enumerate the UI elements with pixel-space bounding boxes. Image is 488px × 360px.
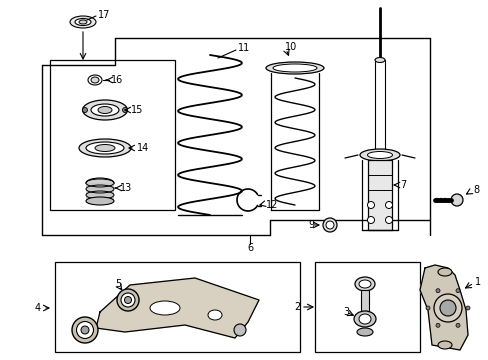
Ellipse shape — [325, 221, 333, 229]
Text: 3: 3 — [342, 307, 348, 317]
Ellipse shape — [455, 323, 459, 327]
Ellipse shape — [79, 139, 131, 157]
Ellipse shape — [385, 216, 392, 224]
Ellipse shape — [82, 100, 127, 120]
Ellipse shape — [354, 277, 374, 291]
Ellipse shape — [435, 289, 439, 293]
Ellipse shape — [70, 16, 96, 28]
Ellipse shape — [76, 321, 93, 338]
Text: 1: 1 — [474, 277, 480, 287]
Text: 12: 12 — [265, 200, 278, 210]
Ellipse shape — [75, 18, 91, 26]
Ellipse shape — [437, 341, 451, 349]
Ellipse shape — [358, 280, 370, 288]
Text: 15: 15 — [131, 105, 143, 115]
Ellipse shape — [234, 324, 245, 336]
Text: 10: 10 — [285, 42, 297, 52]
Bar — [55, 262, 299, 352]
Ellipse shape — [385, 202, 392, 208]
Ellipse shape — [439, 300, 455, 316]
Bar — [360, 290, 368, 312]
Ellipse shape — [437, 268, 451, 276]
Ellipse shape — [91, 104, 119, 116]
Ellipse shape — [450, 194, 462, 206]
Ellipse shape — [465, 306, 469, 310]
Ellipse shape — [86, 142, 124, 154]
Ellipse shape — [367, 202, 374, 208]
Text: 4: 4 — [35, 303, 41, 313]
Ellipse shape — [82, 108, 87, 113]
Ellipse shape — [435, 323, 439, 327]
Ellipse shape — [353, 311, 375, 327]
Ellipse shape — [272, 64, 316, 72]
Text: 11: 11 — [238, 43, 250, 53]
Ellipse shape — [323, 218, 336, 232]
Ellipse shape — [207, 310, 222, 320]
Ellipse shape — [455, 289, 459, 293]
Ellipse shape — [359, 149, 399, 161]
Ellipse shape — [358, 314, 370, 324]
Ellipse shape — [367, 216, 374, 224]
Text: 13: 13 — [120, 183, 132, 193]
Ellipse shape — [91, 77, 99, 83]
Ellipse shape — [72, 317, 98, 343]
Polygon shape — [419, 265, 467, 350]
Ellipse shape — [86, 197, 114, 205]
Bar — [314, 262, 419, 352]
Ellipse shape — [81, 326, 89, 334]
Ellipse shape — [121, 293, 135, 307]
Ellipse shape — [95, 144, 115, 152]
Text: 2: 2 — [293, 302, 300, 312]
Ellipse shape — [79, 20, 87, 24]
Bar — [367, 160, 391, 230]
Polygon shape — [96, 278, 259, 338]
Text: 9: 9 — [307, 220, 313, 230]
Ellipse shape — [374, 58, 384, 63]
Text: 14: 14 — [137, 143, 149, 153]
Ellipse shape — [117, 289, 139, 311]
Text: 17: 17 — [98, 10, 110, 20]
Text: 8: 8 — [472, 185, 478, 195]
Ellipse shape — [265, 62, 324, 74]
Text: 5: 5 — [115, 279, 121, 289]
Ellipse shape — [122, 108, 127, 113]
Text: 6: 6 — [246, 243, 253, 253]
Ellipse shape — [98, 107, 112, 113]
Text: 16: 16 — [111, 75, 123, 85]
Ellipse shape — [150, 301, 180, 315]
Ellipse shape — [367, 152, 392, 158]
Ellipse shape — [433, 294, 461, 322]
Ellipse shape — [356, 328, 372, 336]
Ellipse shape — [88, 75, 102, 85]
Text: 7: 7 — [399, 180, 406, 190]
Ellipse shape — [124, 297, 131, 303]
Bar — [86, 183, 114, 203]
Ellipse shape — [425, 306, 429, 310]
Ellipse shape — [86, 178, 114, 188]
Bar — [50, 60, 175, 210]
